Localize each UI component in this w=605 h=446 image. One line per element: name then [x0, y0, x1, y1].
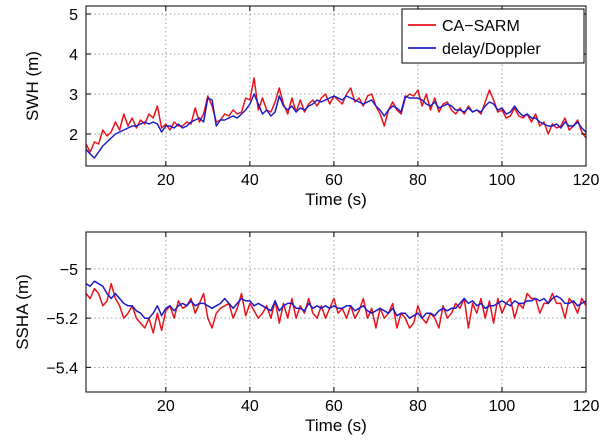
y-axis-label: SSHA (m) [13, 274, 32, 350]
x-axis-label: Time (s) [305, 416, 367, 435]
x-tick-label: 40 [241, 398, 259, 415]
x-tick-label: 100 [489, 172, 516, 189]
y-tick-label: 5 [69, 7, 78, 24]
y-tick-label: 4 [69, 47, 78, 64]
series-line-delay-doppler [85, 93, 587, 159]
series-line-delay-doppler [85, 280, 587, 319]
y-axis-label: SWH (m) [23, 51, 42, 121]
plot-frame [85, 5, 587, 167]
x-tick-label: 120 [573, 398, 600, 415]
legend-box [401, 8, 585, 64]
y-tick-label: 3 [69, 87, 78, 104]
x-axis-label: Time (s) [305, 190, 367, 209]
y-tick-label: −5 [60, 262, 78, 279]
chart-swh: 20 40 60 80 100 120 2 3 4 5 Time (s) SWH (m) CA−SARM… [23, 5, 600, 209]
y-tick-label: 2 [69, 127, 78, 144]
x-tick-label: 20 [157, 398, 175, 415]
y-tick-label: −5.2 [46, 311, 78, 328]
x-tick-label: 40 [241, 172, 259, 189]
x-tick-label: 80 [409, 172, 427, 189]
legend-label: CA−SARM [442, 18, 520, 35]
x-tick-label: 120 [573, 172, 600, 189]
y-tick-label: −5.4 [46, 360, 78, 377]
legend-label: delay/Doppler [442, 41, 541, 58]
plot-frame [85, 231, 587, 393]
series-line-ca-sarm [85, 282, 587, 334]
x-tick-label: 80 [409, 398, 427, 415]
x-tick-label: 60 [325, 172, 343, 189]
x-tick-label: 60 [325, 398, 343, 415]
chart-ssha: 20 40 60 80 100 120 −5.4 −5.2 −5 Time (s) SSHA (m) [13, 231, 600, 435]
x-tick-label: 100 [489, 398, 516, 415]
series-line-ca-sarm [85, 77, 587, 153]
legend: CA−SARM delay/Doppler [401, 8, 585, 64]
x-tick-label: 20 [157, 172, 175, 189]
